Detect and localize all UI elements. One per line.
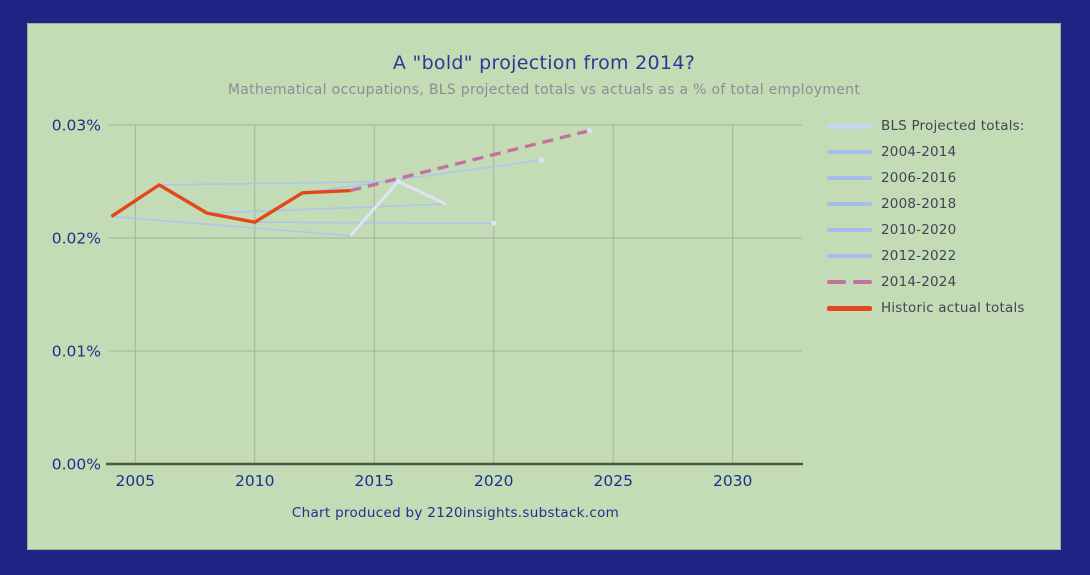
legend-swatch-dashed-line-icon [827,280,872,284]
series-line-2008-2018 [206,203,446,214]
legend-item: 2006-2016 [827,165,1025,191]
y-tick-label: 0.01% [52,343,101,361]
legend-item: 2014-2024 [827,269,1025,295]
series-line-2006-2016 [159,180,399,186]
legend-item: 2004-2014 [827,139,1025,165]
y-tick-label: 0.02% [52,230,101,248]
legend-label: 2006-2016 [881,170,957,186]
legend-swatch-line-icon [827,176,872,180]
legend-label: Historic actual totals [881,300,1025,316]
endpoint-marker [395,178,401,185]
legend-item: 2010-2020 [827,217,1025,243]
series-line-2014-2024 [349,129,590,193]
chart-subtitle: Mathematical occupations, BLS projected … [227,82,861,98]
x-tick-label: 2010 [235,472,274,490]
x-tick-label: 2015 [355,472,394,490]
series-line-2010-2020 [254,221,494,225]
series-line-bls-projected-totals [349,180,447,237]
chart-panel: 0.00% 0.01% 0.02% 0.03% 2005 2010 2015 2020 2025… [27,23,1061,550]
series-line-historic-actual-totals [110,183,351,224]
series-line-2004-2014 [111,215,351,237]
legend-label: 2008-2018 [881,196,957,212]
legend-label: 2004-2014 [881,144,957,160]
legend-swatch-line-icon [827,150,872,154]
endpoint-marker [586,128,592,134]
x-tick-label: 2025 [593,472,632,490]
caption: Chart produced by 2120insights.substack.… [291,505,620,521]
endpoint-marker [538,157,545,163]
legend-item: BLS Projected totals: [827,113,1025,139]
legend-item: Historic actual totals [827,295,1025,321]
y-tick-label: 0.03% [52,117,101,135]
legend-label: BLS Projected totals: [881,118,1025,134]
legend-label: 2012-2022 [881,248,957,264]
series-line-2012-2022 [302,159,542,194]
x-tick-label: 2030 [713,472,752,490]
legend-swatch-line-icon [827,202,872,206]
chart-title: A "bold" projection from 2014? [392,52,696,74]
legend-swatch-line-icon [827,305,872,311]
legend-item: 2012-2022 [827,243,1025,269]
legend: BLS Projected totals: 2004-2014 2006-2016 2… [827,113,1025,321]
plot-area: 0.00% 0.01% 0.02% 0.03% 2005 2010 2015 2020 2025… [52,117,803,490]
legend-swatch-line-icon [827,254,872,258]
legend-swatch-line-icon [827,228,872,232]
legend-swatch-line-icon [827,123,872,129]
x-tick-label: 2005 [116,472,155,490]
endpoint-marker [491,220,497,226]
legend-label: 2014-2024 [881,274,957,290]
legend-item: 2008-2018 [827,191,1025,217]
x-tick-label: 2020 [474,472,513,490]
legend-label: 2010-2020 [881,222,957,238]
y-tick-label: 0.00% [52,456,101,474]
